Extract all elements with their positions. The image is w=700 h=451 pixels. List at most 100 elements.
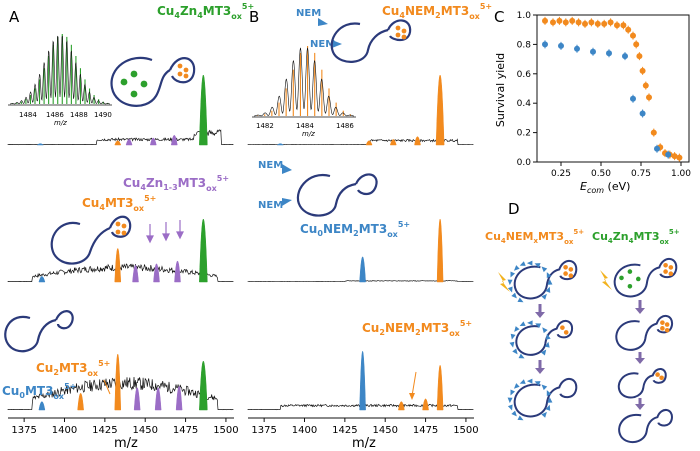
nem-marker: [514, 326, 520, 332]
panel-b: B 1482 1484 1486 m/z NEM NEM Cu4NEM2MT3o…: [247, 2, 492, 451]
nem-marker: [547, 279, 553, 285]
spectrum-peak: [359, 256, 366, 283]
data-point: [646, 94, 652, 101]
panel-letter-b: B: [249, 8, 259, 26]
data-point: [542, 17, 548, 24]
metal-dot: [660, 320, 665, 325]
purple-arrows: [146, 220, 184, 244]
panel-a-spectra: [7, 74, 234, 411]
nem-marker: [535, 323, 542, 328]
x-tick-label: 1400: [52, 425, 77, 436]
spectrum-peak: [436, 364, 444, 411]
label-cu4mt3: Cu4MT3ox5+: [82, 194, 156, 213]
nem-marker: [518, 353, 525, 359]
spectrum-peak: [422, 398, 429, 411]
data-point: [665, 151, 672, 158]
y-tick-label: 0.8: [517, 40, 532, 50]
y-tick-label: 0.6: [517, 70, 532, 80]
metal-dot: [627, 269, 633, 274]
nem-marker: [540, 349, 547, 356]
metal-dot: [568, 273, 574, 279]
nem-marker: [541, 384, 548, 391]
x-tick-label: 0.25: [551, 169, 571, 179]
nem-marker: [545, 286, 551, 293]
spectrum-peak: [154, 387, 162, 411]
x-tick-label: 1375: [11, 425, 36, 436]
data-point: [676, 154, 683, 161]
spectrum-peak: [359, 351, 366, 411]
nem-marker: [507, 286, 513, 293]
panel-a-inset: 1484 1486 1488 1490 m/z: [8, 34, 112, 127]
nem-marker: [513, 265, 520, 271]
metal-dot: [663, 269, 668, 274]
spectrum-peak: [199, 218, 208, 283]
protein-loop: [615, 315, 673, 351]
data-point: [542, 41, 548, 48]
nem-marker: [546, 272, 552, 279]
spectrum-peak: [276, 143, 284, 146]
spectrum-peak: [36, 143, 44, 146]
arrow-head: [535, 368, 545, 374]
panel-b-inset: 1482 1484 1486 m/z: [252, 46, 356, 138]
cartoon-cu4zn4: [110, 56, 196, 107]
nem-marker: [507, 404, 513, 411]
chart-xlabel: Ecom (eV): [580, 180, 630, 195]
metal-dot: [663, 263, 668, 268]
nem-marker: [544, 341, 550, 348]
metal-dot: [668, 265, 674, 270]
metal-dot: [668, 271, 674, 277]
label-cu2mt3: Cu2MT3ox5+: [36, 359, 110, 378]
inset-a-tick: 1488: [70, 111, 88, 119]
nem-marker: [513, 383, 520, 389]
nem-marker: [517, 297, 524, 303]
panel-d-left-cartoons: [507, 260, 578, 421]
panel-a-inset-trace: [9, 34, 111, 105]
x-tick-label: 1450: [372, 425, 397, 436]
panel-a: A 1484 1486 1488 1490 m/z Cu4Zn4MT3ox5+ …: [2, 2, 254, 451]
nem-marker: [526, 260, 533, 266]
arrow-head: [635, 308, 645, 314]
spectrum-peak: [38, 276, 46, 283]
spectrum-peak: [125, 139, 133, 146]
protein-loop: [613, 258, 678, 298]
nem-marker: [510, 271, 516, 278]
nem-label: NEM: [310, 39, 335, 50]
inset-b-tick: 1486: [336, 122, 354, 130]
data-point: [633, 41, 640, 48]
nem-marker: [547, 397, 553, 403]
nem-marker: [545, 404, 551, 411]
spectrum-peak: [174, 260, 181, 283]
spectrum-trace: [7, 263, 234, 283]
data-point: [558, 42, 564, 49]
data-point: [550, 19, 556, 26]
x-tick-label: 0.75: [631, 169, 651, 179]
nem-marker: [511, 410, 517, 417]
lightning-icon: [498, 272, 510, 292]
y-tick-label: 0.4: [517, 99, 532, 109]
inset-a-tick: 1484: [19, 111, 37, 119]
panel-b-spectra: [247, 74, 474, 411]
spectrum-peak: [153, 263, 160, 283]
metal-dot: [560, 325, 565, 330]
panel-c: C 0.0 0.2 0.4 0.6 0.8 1.0 0.25 0.50 0.75 1.00 Sur…: [494, 8, 691, 195]
x-tick-label: 1425: [332, 425, 357, 436]
nem-marker: [517, 415, 524, 421]
nem-marker: [507, 279, 513, 286]
y-tick-label: 0.0: [517, 158, 532, 168]
nem-label: NEM: [296, 8, 321, 19]
arrow-head: [535, 312, 545, 318]
data-point: [582, 20, 588, 27]
x-tick-label: 1375: [251, 425, 276, 436]
inset-a-xlabel: m/z: [54, 119, 67, 127]
nem-marker: [541, 411, 547, 418]
data-point: [671, 153, 678, 160]
nem-marker: [519, 261, 526, 266]
protein-loop: [515, 320, 573, 356]
spectrum-peak: [175, 386, 183, 411]
data-point: [654, 145, 660, 152]
spectrum-peak: [77, 392, 84, 411]
x-tick-label: 1.00: [671, 169, 691, 179]
metal-dot: [659, 375, 664, 381]
data-point: [590, 48, 596, 55]
